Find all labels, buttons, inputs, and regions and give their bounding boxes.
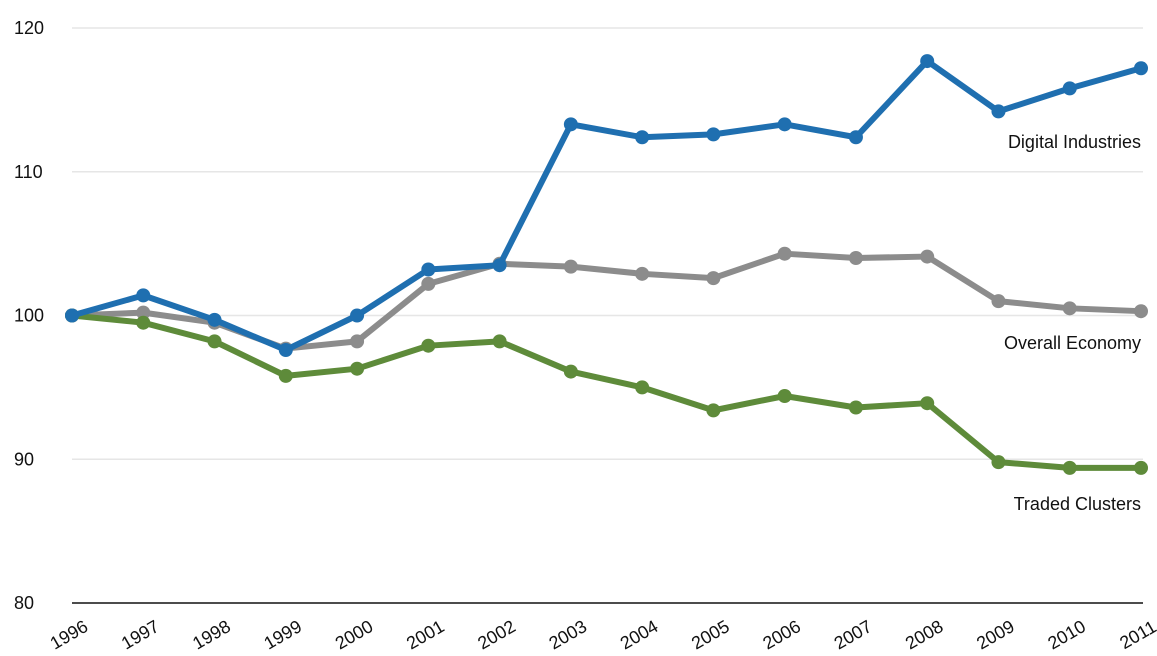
data-point-digital-industries bbox=[706, 127, 721, 142]
x-tick-label: 2007 bbox=[831, 616, 876, 653]
data-point-overall-economy bbox=[1062, 301, 1077, 316]
data-point-digital-industries bbox=[421, 262, 436, 277]
data-point-traded-clusters bbox=[563, 364, 578, 379]
x-tick-label: 2005 bbox=[688, 616, 733, 653]
data-point-digital-industries bbox=[207, 312, 222, 327]
series-layer bbox=[65, 54, 1148, 475]
data-point-digital-industries bbox=[777, 117, 792, 132]
x-tick-label: 1998 bbox=[189, 616, 234, 653]
data-point-overall-economy bbox=[563, 259, 578, 274]
x-tick-label: 2003 bbox=[546, 616, 591, 653]
series-label-traded-clusters: Traded Clusters bbox=[1014, 494, 1141, 514]
series-digital-industries bbox=[65, 54, 1148, 357]
series-traded-clusters bbox=[65, 308, 1148, 475]
data-point-overall-economy bbox=[848, 251, 863, 265]
data-point-digital-industries bbox=[278, 343, 293, 357]
data-point-digital-industries bbox=[136, 288, 151, 303]
data-point-traded-clusters bbox=[492, 334, 507, 349]
data-point-overall-economy bbox=[635, 266, 650, 281]
data-point-traded-clusters bbox=[136, 315, 151, 330]
y-tick-label: 90 bbox=[14, 449, 34, 469]
x-tick-label: 1997 bbox=[118, 616, 163, 653]
data-point-digital-industries bbox=[1134, 61, 1148, 76]
series-line-digital-industries bbox=[69, 58, 1144, 353]
data-point-overall-economy bbox=[920, 249, 935, 264]
data-point-digital-industries bbox=[635, 130, 650, 145]
data-point-overall-economy bbox=[1134, 304, 1148, 319]
data-point-overall-economy bbox=[421, 276, 436, 291]
x-tick-label: 2006 bbox=[759, 616, 804, 653]
data-point-overall-economy bbox=[350, 334, 365, 349]
x-tick-label: 2000 bbox=[332, 616, 377, 653]
series-label-digital-industries: Digital Industries bbox=[1008, 132, 1141, 152]
data-point-traded-clusters bbox=[635, 380, 650, 395]
x-tick-label: 1999 bbox=[260, 616, 305, 653]
x-tick-label: 2002 bbox=[474, 616, 519, 653]
data-point-traded-clusters bbox=[848, 400, 863, 415]
y-tick-label: 110 bbox=[14, 162, 43, 182]
data-point-overall-economy bbox=[136, 305, 151, 320]
series-line-traded-clusters bbox=[69, 312, 1144, 471]
data-point-digital-industries bbox=[563, 117, 578, 132]
data-point-digital-industries bbox=[920, 54, 935, 69]
data-point-digital-industries bbox=[492, 258, 507, 273]
data-point-digital-industries bbox=[991, 104, 1006, 119]
data-point-traded-clusters bbox=[777, 389, 792, 403]
data-point-overall-economy bbox=[991, 294, 1006, 309]
x-tick-label: 2008 bbox=[902, 616, 947, 653]
series-overall-economy bbox=[65, 246, 1148, 356]
x-tick-label: 2011 bbox=[1116, 616, 1157, 653]
data-point-traded-clusters bbox=[706, 403, 721, 418]
data-point-traded-clusters bbox=[207, 334, 222, 349]
data-point-traded-clusters bbox=[1062, 460, 1077, 475]
data-point-digital-industries bbox=[350, 308, 365, 323]
y-axis: 80 90 100 110 120 bbox=[14, 18, 44, 613]
gridlines bbox=[72, 27, 1143, 460]
data-point-digital-industries bbox=[65, 308, 79, 323]
data-point-digital-industries bbox=[1062, 81, 1077, 96]
data-point-traded-clusters bbox=[421, 338, 436, 353]
data-point-traded-clusters bbox=[278, 368, 293, 383]
data-point-digital-industries bbox=[848, 130, 863, 145]
y-tick-label: 120 bbox=[14, 18, 44, 38]
data-point-traded-clusters bbox=[1134, 460, 1148, 475]
y-tick-label: 100 bbox=[14, 306, 44, 326]
x-tick-label: 2009 bbox=[973, 616, 1018, 653]
series-labels: Digital Industries Overall Economy Traded … bbox=[1004, 132, 1141, 514]
series-label-overall-economy: Overall Economy bbox=[1004, 333, 1141, 353]
data-point-traded-clusters bbox=[991, 455, 1006, 470]
series-line-overall-economy bbox=[69, 250, 1144, 352]
x-tick-label: 2004 bbox=[617, 616, 662, 653]
y-tick-label: 80 bbox=[14, 593, 34, 613]
x-axis: 1996 1997 1998 1999 2000 2001 2002 2003 2004 2005… bbox=[47, 602, 1157, 653]
data-point-traded-clusters bbox=[920, 396, 935, 411]
x-tick-label: 2010 bbox=[1044, 616, 1089, 653]
data-point-overall-economy bbox=[706, 271, 721, 286]
data-point-overall-economy bbox=[777, 246, 792, 261]
x-tick-label: 1996 bbox=[47, 616, 92, 653]
x-tick-label: 2001 bbox=[403, 616, 448, 653]
data-point-traded-clusters bbox=[350, 361, 365, 376]
